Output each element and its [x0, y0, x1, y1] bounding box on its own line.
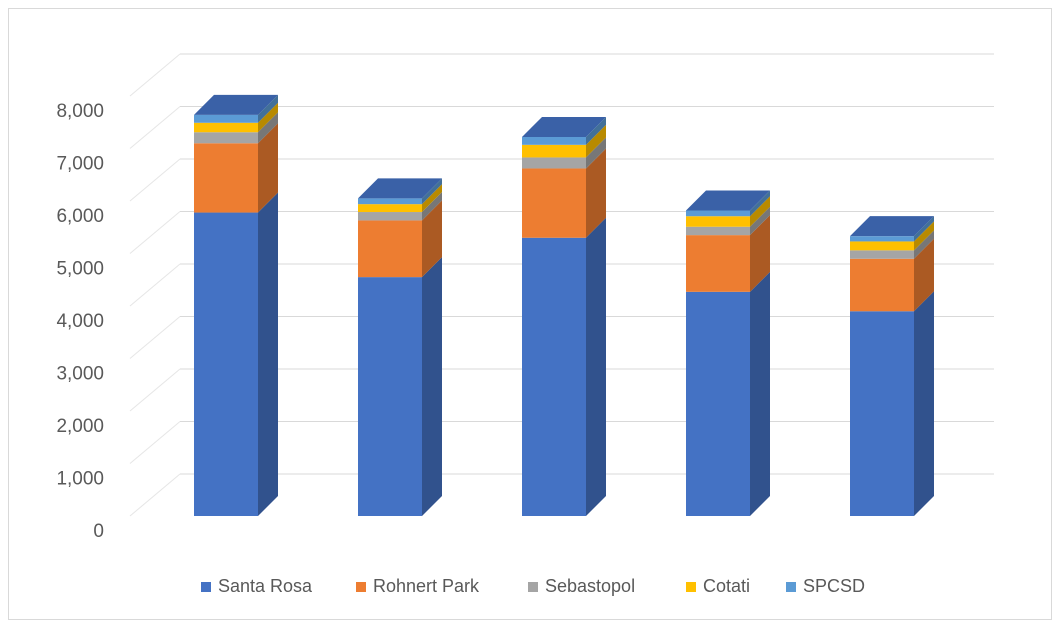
bar-segment-side [750, 215, 770, 292]
bar-segment-side [750, 196, 770, 227]
y-tick-label: 6,000 [56, 206, 104, 227]
bar-segment [358, 204, 422, 213]
bar-segment [522, 136, 586, 145]
bar-segment-side [586, 217, 606, 516]
bar-segment-side [914, 291, 934, 516]
legend-swatch [201, 582, 211, 592]
bar-top [522, 116, 606, 137]
bar-segment [686, 216, 750, 227]
y-tick-label: 8,000 [56, 101, 104, 122]
y-tick-label: 4,000 [56, 311, 104, 332]
bar-segment [358, 198, 422, 205]
bar-segment-side [258, 123, 278, 213]
bar-segment-side [914, 221, 934, 251]
legend-swatch [686, 582, 696, 592]
side-gridline [129, 263, 181, 307]
bar-segment [358, 212, 422, 221]
bar-segment-side [422, 200, 442, 278]
side-gridline [129, 53, 181, 97]
bar-segment-side [750, 206, 770, 236]
bar-segment [194, 122, 258, 133]
side-gridline [129, 368, 181, 412]
bar-segment [194, 212, 258, 517]
bar-segment [686, 210, 750, 217]
bar-segment [850, 236, 914, 242]
y-tick-label: 5,000 [56, 259, 104, 280]
side-gridline [129, 158, 181, 202]
side-gridline [129, 473, 181, 517]
bar-segment [686, 226, 750, 236]
y-tick-label: 0 [93, 521, 104, 542]
bar-segment-side [586, 137, 606, 169]
bar-top [850, 216, 934, 237]
y-tick-label: 7,000 [56, 154, 104, 175]
bar-segment-side [750, 190, 770, 217]
side-gridline [129, 316, 181, 359]
bar-segment-side [914, 238, 934, 312]
bar-segment [358, 277, 422, 516]
legend-label: Santa Rosa [218, 576, 313, 596]
bar-segment [686, 291, 750, 516]
bar-segment-side [422, 178, 442, 205]
bar-top [358, 178, 442, 199]
bar-segment-side [258, 112, 278, 144]
bar-segment [522, 168, 586, 238]
bar-segment [850, 241, 914, 251]
legend-swatch [528, 582, 538, 592]
legend-swatch [786, 582, 796, 592]
bar-segment-side [914, 230, 934, 259]
side-gridline [129, 421, 181, 464]
bar-segment [194, 143, 258, 213]
bar-segment-side [586, 148, 606, 238]
bar-segment [194, 114, 258, 123]
bar-segment [522, 157, 586, 169]
bar-segment-side [422, 257, 442, 516]
bar-segment [522, 144, 586, 158]
bar-segment-side [422, 192, 442, 221]
y-tick-label: 1,000 [56, 469, 104, 490]
bar-segment-side [258, 192, 278, 517]
legend-label: Cotati [703, 576, 750, 596]
bar-segment [850, 250, 914, 259]
y-tick-label: 2,000 [56, 416, 104, 437]
bar-segment-side [750, 271, 770, 516]
bar-segment [522, 237, 586, 516]
bar-segment-side [914, 216, 934, 242]
bar-segment [194, 132, 258, 144]
legend-label: SPCSD [803, 576, 865, 596]
legend-swatch [356, 582, 366, 592]
bar-segment-side [258, 94, 278, 123]
bar-segment-side [586, 124, 606, 158]
bar-segment-side [258, 102, 278, 133]
bar-segment [850, 311, 914, 516]
legend-label: Rohnert Park [373, 576, 480, 596]
bar-top [194, 94, 278, 115]
bar-segment [358, 220, 422, 278]
legend-label: Sebastopol [545, 576, 635, 596]
bar-segment [850, 258, 914, 312]
side-gridline [129, 106, 181, 149]
bar-segment-side [422, 184, 442, 213]
bar-segment [686, 235, 750, 292]
bar-top [686, 190, 770, 211]
side-gridline [129, 211, 181, 254]
bar-segment-side [586, 116, 606, 145]
y-tick-label: 3,000 [56, 364, 104, 385]
